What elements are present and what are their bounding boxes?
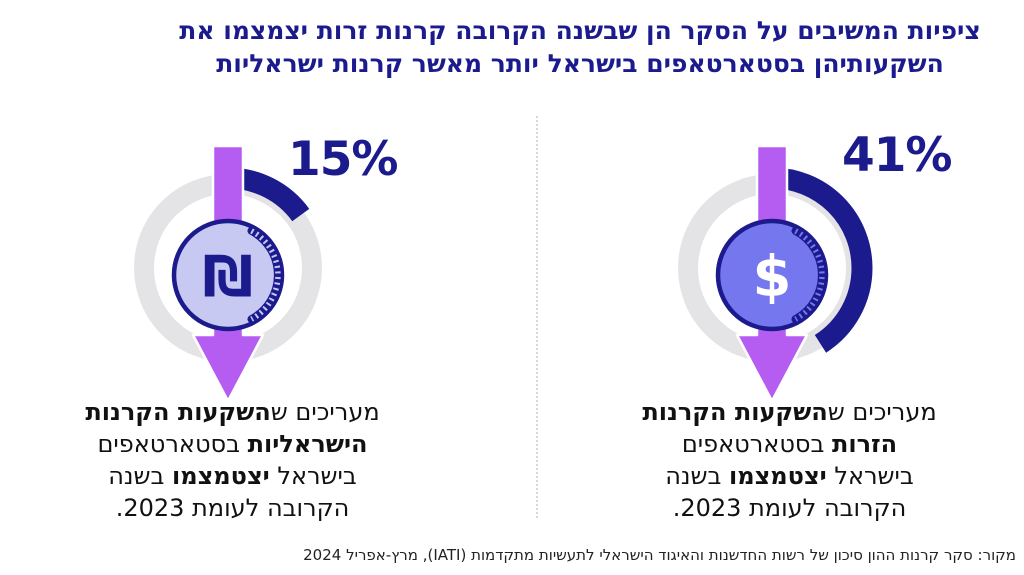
source-note: מקור: סקר קרנות ההון סיכון של רשות החדשנ…	[303, 546, 1016, 564]
coin-edge	[791, 226, 826, 324]
coin-edge	[247, 226, 282, 324]
israeli-funds-gauge: ₪	[127, 144, 329, 403]
coin-body	[171, 218, 285, 332]
foreign-funds-gauge: $	[671, 144, 873, 403]
dollar-coin-icon: $	[715, 218, 829, 332]
israeli-funds-percent: 15%	[288, 132, 398, 187]
foreign-funds-caption: מעריכים שהשקעות הקרנות הזרות בסטארטאפים בי…	[642, 398, 937, 523]
shekel-coin-icon: ₪	[171, 218, 285, 332]
foreign-funds-percent: 41%	[842, 128, 952, 183]
israeli-funds-caption: מעריכים שהשקעות הקרנות הישראליות בסטארטאפ…	[85, 398, 380, 523]
coin-body	[715, 218, 829, 332]
dollar-symbol: $	[753, 245, 792, 310]
page-title-line-2: השקעותיהן בסטארטאפים בישראל יותר מאשר קר…	[216, 49, 944, 78]
page-title: ציפיות המשיבים על הסקר הן שבשנה הקרובה ק…	[150, 14, 1010, 80]
shekel-symbol: ₪	[203, 245, 254, 310]
vertical-divider	[536, 116, 538, 518]
page-title-line-1: ציפיות המשיבים על הסקר הן שבשנה הקרובה ק…	[179, 16, 981, 45]
